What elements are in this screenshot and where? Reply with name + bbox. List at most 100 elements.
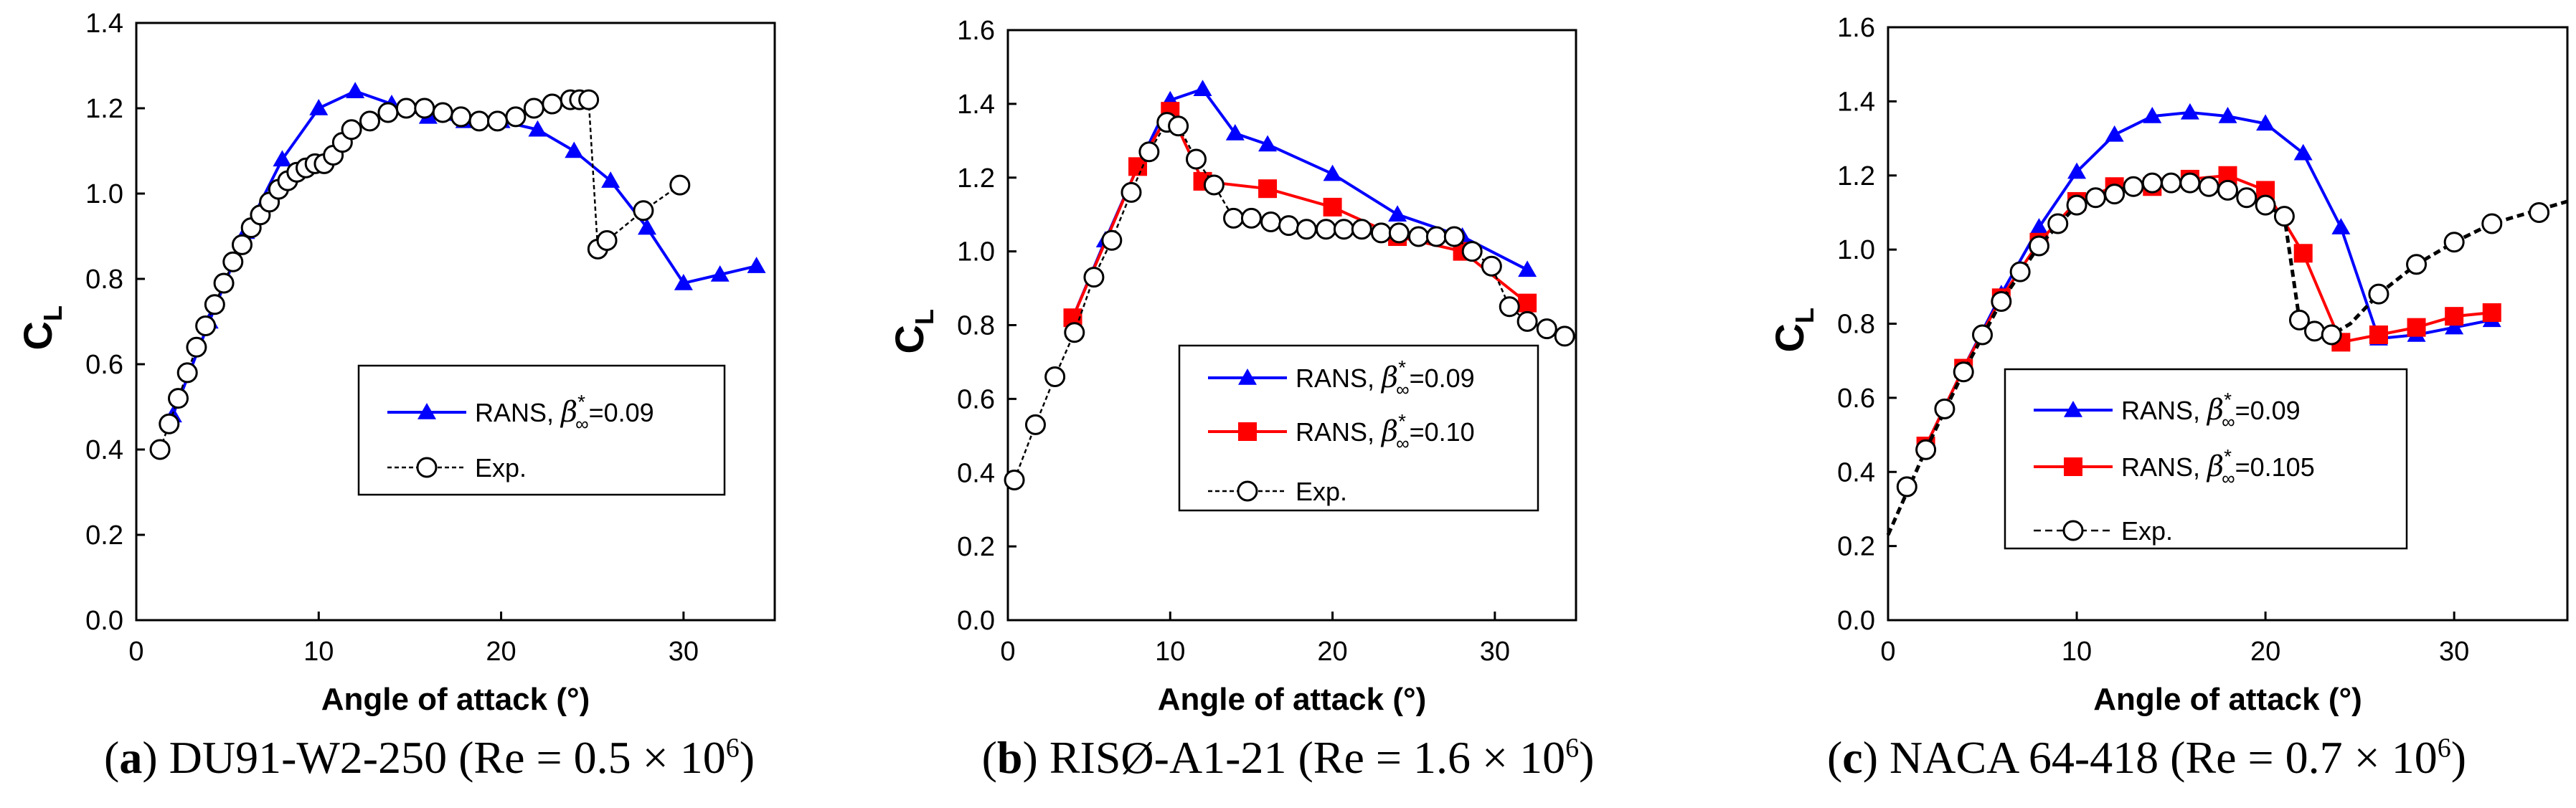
- data-point: [1972, 324, 1994, 346]
- data-point: [346, 82, 365, 98]
- data-point: [2288, 309, 2310, 331]
- y-tick-label: 0.6: [1837, 384, 1875, 414]
- y-tick-label: 1.4: [957, 90, 995, 120]
- data-point: [1316, 219, 1337, 240]
- data-point: [2066, 194, 2087, 216]
- data-point: [1004, 470, 1025, 491]
- legend-sub: ∞: [2222, 411, 2235, 432]
- legend-label-text: Exp.: [1296, 477, 1347, 506]
- x-tick-label: 10: [303, 637, 334, 667]
- data-point: [2481, 213, 2503, 234]
- data-point: [2304, 320, 2326, 342]
- data-point: [1203, 174, 1225, 196]
- data-point: [1193, 80, 1212, 97]
- legend-label-text: RANS,: [1296, 363, 1382, 393]
- data-point: [1896, 476, 1917, 498]
- data-point: [2105, 125, 2124, 142]
- data-point: [1915, 439, 1937, 460]
- x-tick-label: 0: [1880, 637, 1895, 667]
- series-1: [149, 89, 691, 460]
- data-point: [2443, 232, 2465, 253]
- data-point: [523, 98, 544, 119]
- data-point: [2445, 307, 2464, 326]
- caption-b-close: ): [1579, 732, 1595, 783]
- y-axis-label: CL: [1767, 308, 1819, 352]
- legend-sup: *: [2224, 389, 2232, 411]
- series-2: [1004, 112, 1575, 491]
- legend-sup: *: [2224, 445, 2232, 467]
- data-point: [2321, 324, 2342, 346]
- data-point: [1536, 318, 1557, 340]
- caption-a-re: (Re = 0.5 × 10: [458, 732, 726, 783]
- legend-sub: ∞: [1396, 432, 1410, 454]
- data-point: [231, 234, 253, 255]
- data-point: [601, 171, 621, 188]
- data-point: [2218, 107, 2237, 123]
- legend: RANS, β* ∞=0.09 Exp.: [357, 364, 726, 496]
- data-point: [359, 110, 380, 132]
- legend-marker: [2064, 457, 2082, 476]
- data-point: [2141, 172, 2163, 194]
- y-tick-label: 1.2: [957, 163, 995, 194]
- data-point: [2143, 107, 2162, 123]
- data-point: [1518, 260, 1537, 277]
- x-tick-label: 20: [486, 637, 516, 667]
- data-point: [1323, 164, 1342, 181]
- x-tick-label: 0: [128, 637, 143, 667]
- y-tick-label: 0.2: [85, 521, 123, 551]
- legend-label-text: RANS,: [475, 398, 561, 427]
- data-point: [669, 174, 691, 196]
- caption-b-re: (Re = 1.6 × 10: [1298, 732, 1566, 783]
- data-point: [1425, 226, 1447, 247]
- data-point: [2331, 218, 2351, 234]
- caption-b-exp: 6: [1565, 733, 1580, 764]
- series-2: [1886, 172, 2568, 536]
- data-point: [2028, 235, 2049, 257]
- panel-a-chart: 0.0 0.2 0.4 0.6 0.8 1.0 1.2 1.4 0 10 20 30 Angle of …: [15, 9, 776, 717]
- data-point: [1083, 267, 1105, 288]
- data-point: [2047, 213, 2069, 234]
- legend-beta: β: [1380, 361, 1398, 394]
- legend-label-text: RANS,: [1296, 417, 1382, 447]
- data-point: [1024, 414, 1046, 435]
- data-point: [204, 294, 225, 315]
- series-1: [1063, 102, 1537, 328]
- caption-a-close: ): [739, 732, 755, 783]
- data-point: [2445, 318, 2464, 335]
- caption-a: (a) DU91-W2-250 (Re = 0.5 × 106): [104, 732, 755, 783]
- data-point: [414, 98, 435, 119]
- legend-sub: ∞: [1396, 379, 1410, 400]
- data-point: [1296, 219, 1317, 240]
- data-point: [468, 110, 490, 132]
- data-point: [2273, 206, 2295, 227]
- legend-label: RANS, β* ∞=0.10: [1296, 410, 1475, 454]
- legend-marker: [2064, 401, 2082, 417]
- legend-marker: [2062, 520, 2084, 541]
- legend-box: [357, 364, 726, 496]
- x-axis-label: Angle of attack (°): [1158, 682, 1427, 717]
- caption-c: (c) NACA 64-418 (Re = 0.7 × 106): [1826, 732, 2467, 783]
- data-point: [1370, 222, 1392, 244]
- y-tick-label: 0.2: [957, 532, 995, 562]
- legend-label-text: RANS,: [2121, 452, 2207, 482]
- legend-marker: [1238, 422, 1257, 441]
- legend-value: =0.09: [589, 398, 654, 427]
- legend-beta: β: [2206, 450, 2224, 483]
- legend-label: RANS, β* ∞=0.09: [1296, 356, 1475, 400]
- legend-sup: *: [1398, 356, 1406, 379]
- data-point: [176, 362, 198, 384]
- data-point: [2180, 103, 2199, 120]
- data-point: [1333, 219, 1354, 240]
- data-point: [167, 388, 189, 409]
- data-point: [1388, 222, 1410, 244]
- data-point: [1258, 179, 1278, 199]
- data-point: [2529, 201, 2550, 223]
- data-point: [2368, 283, 2389, 305]
- y-tick-label: 0.8: [1837, 310, 1875, 340]
- x-tick-label: 20: [1317, 637, 1347, 667]
- data-point: [1223, 207, 1245, 229]
- legend-sup: *: [577, 391, 585, 413]
- legend-sub: ∞: [2222, 467, 2235, 489]
